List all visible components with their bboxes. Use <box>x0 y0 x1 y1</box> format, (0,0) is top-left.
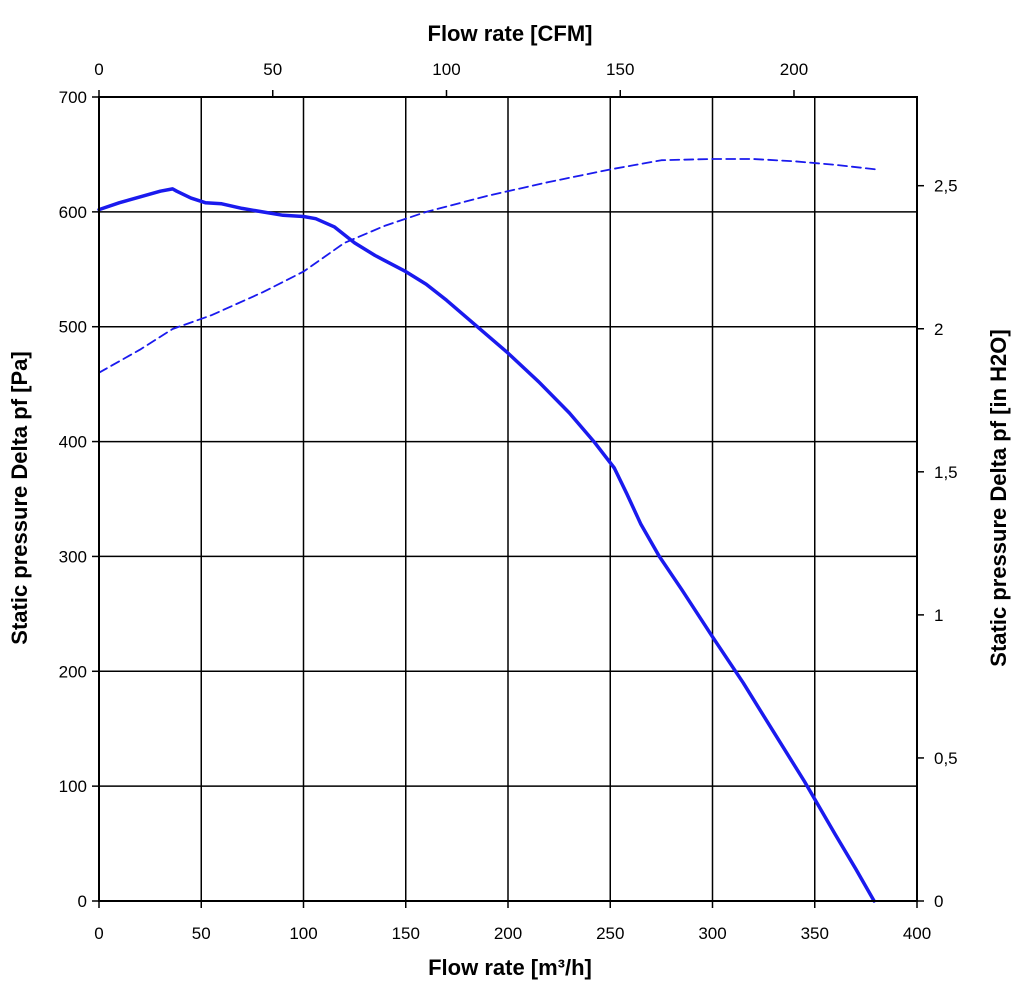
y-tick-label: 500 <box>59 318 87 337</box>
x-axis-title: Flow rate [m³/h] <box>428 955 592 980</box>
x-tick-label: 350 <box>801 924 829 943</box>
y2-tick-label: 0,5 <box>934 749 958 768</box>
y-tick-label: 700 <box>59 88 87 107</box>
y2-axis-title: Static pressure Delta pf [in H2O] <box>986 329 1011 666</box>
x-tick-label: 50 <box>192 924 211 943</box>
y2-tick-label: 1,5 <box>934 463 958 482</box>
x2-tick-label: 100 <box>432 60 460 79</box>
y-axis-title: Static pressure Delta pf [Pa] <box>7 351 32 644</box>
y2-tick-label: 2 <box>934 320 943 339</box>
y2-tick-label: 1 <box>934 606 943 625</box>
x-tick-label: 200 <box>494 924 522 943</box>
series-group <box>97 158 877 903</box>
x-tick-label: 300 <box>698 924 726 943</box>
y-tick-label: 600 <box>59 203 87 222</box>
x-tick-label: 400 <box>903 924 931 943</box>
y2-tick-label: 0 <box>934 892 943 911</box>
y-tick-label: 0 <box>78 892 87 911</box>
series-line-pressure <box>97 187 876 903</box>
grid <box>99 97 917 901</box>
x2-tick-label: 50 <box>263 60 282 79</box>
y-tick-label: 200 <box>59 662 87 681</box>
series-line-dashed <box>98 158 877 374</box>
y2-tick-label: 2,5 <box>934 177 958 196</box>
x2-tick-label: 150 <box>606 60 634 79</box>
x-tick-label: 100 <box>289 924 317 943</box>
x2-tick-label: 200 <box>780 60 808 79</box>
x-tick-label: 250 <box>596 924 624 943</box>
x2-axis-title: Flow rate [CFM] <box>428 21 593 46</box>
y-tick-label: 400 <box>59 433 87 452</box>
x2-tick-label: 0 <box>94 60 103 79</box>
ticks: 0 50 100 150 200 250 300 350 4000100200300400500… <box>59 60 958 943</box>
y-tick-label: 300 <box>59 547 87 566</box>
x-tick-label: 150 <box>392 924 420 943</box>
x-tick-label: 0 <box>94 924 103 943</box>
y-tick-label: 100 <box>59 777 87 796</box>
